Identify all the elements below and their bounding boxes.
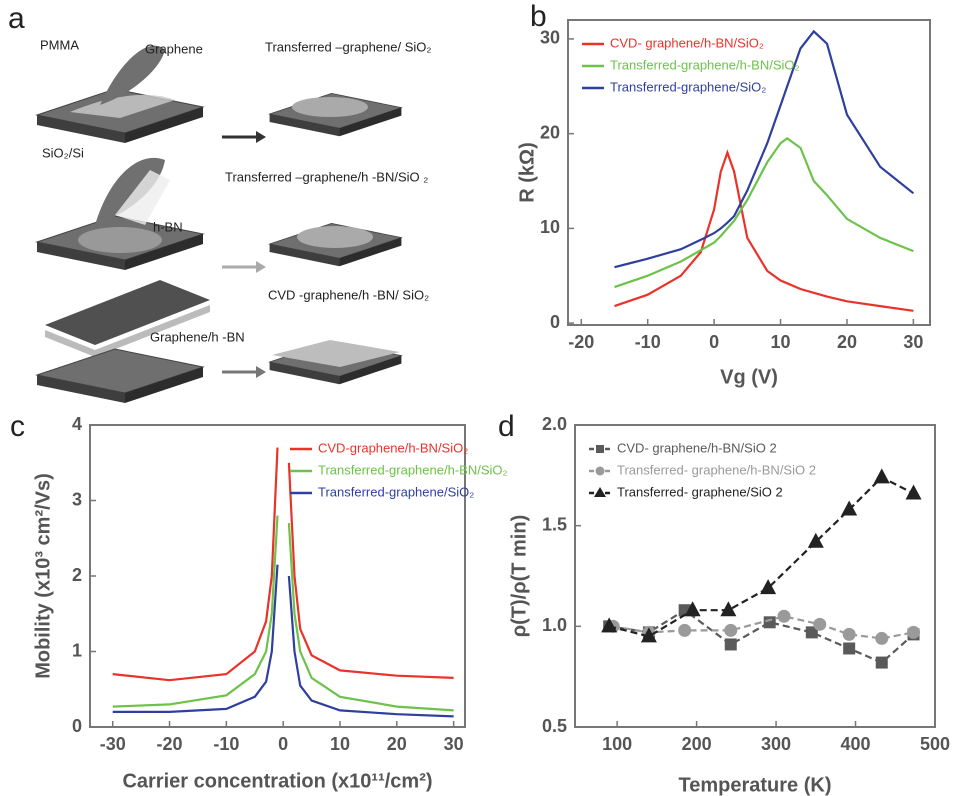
marker xyxy=(906,484,922,499)
marker xyxy=(678,624,691,637)
label: Graphene xyxy=(145,41,203,56)
x-tick-label: 10 xyxy=(771,332,791,352)
label: PMMA xyxy=(40,37,79,52)
y-tick-label: 1.5 xyxy=(542,514,567,534)
x-tick-label: 20 xyxy=(387,734,407,754)
legend-marker xyxy=(596,467,605,476)
x-axis-label: Carrier concentration (x10¹¹/cm²) xyxy=(122,770,432,792)
legend-marker xyxy=(596,445,604,453)
x-tick-label: 10 xyxy=(330,734,350,754)
marker xyxy=(841,501,857,516)
x-tick-label: -30 xyxy=(100,734,126,754)
legend-label: Transferred- graphene/SiO 2 xyxy=(617,484,783,499)
y-axis-label: R (kΩ) xyxy=(516,142,538,202)
marker xyxy=(876,657,888,669)
y-tick-label: 2.0 xyxy=(542,414,567,434)
y-tick-label: 4 xyxy=(72,414,82,434)
substrate xyxy=(37,349,203,403)
legend-label: CVD-graphene/h-BN/SiO₂ xyxy=(318,440,468,455)
marker xyxy=(875,632,888,645)
x-tick-label: 200 xyxy=(682,734,712,754)
series-line xyxy=(113,448,454,681)
x-tick-label: 100 xyxy=(602,734,632,754)
y-tick-label: 1 xyxy=(72,640,82,660)
label: SiO₂/Si xyxy=(42,145,84,160)
panel-label: d xyxy=(498,410,515,443)
series-line xyxy=(113,565,454,717)
label: Transferred –graphene/ SiO₂ xyxy=(265,39,431,54)
marker xyxy=(813,618,826,631)
h-bn xyxy=(78,227,162,253)
y-tick-label: 20 xyxy=(540,122,560,142)
x-tick-label: 0 xyxy=(278,734,288,754)
legend-label: Transferred-graphene/SiO₂ xyxy=(318,484,474,499)
legend-label: Transferred-graphene/h-BN/SiO₂ xyxy=(610,57,800,72)
figure: a PMMA Graphene SiO₂/Si Transferred –gra… xyxy=(0,0,972,796)
y-tick-label: 0 xyxy=(550,312,560,332)
chart: c -30 -20 -10 0 10 20 30 0 1 2 3 4 Carrier concentrat… xyxy=(10,410,508,792)
x-tick-label: 30 xyxy=(903,332,923,352)
arrow-head xyxy=(256,366,266,378)
y-tick-label: 2 xyxy=(72,565,82,585)
marker xyxy=(907,626,920,639)
arrow-head xyxy=(256,131,266,143)
x-tick-label: -20 xyxy=(157,734,183,754)
label: CVD -graphene/h -BN/ SiO₂ xyxy=(268,287,429,302)
graphene xyxy=(292,97,368,117)
legend-marker xyxy=(594,487,606,497)
y-tick-label: 1.0 xyxy=(542,615,567,635)
x-tick-label: -20 xyxy=(568,332,594,352)
x-tick-label: -10 xyxy=(213,734,239,754)
marker xyxy=(725,638,737,650)
x-tick-label: 300 xyxy=(761,734,791,754)
label: Transferred –graphene/h -BN/SiO ₂ xyxy=(225,169,428,184)
y-tick-label: 10 xyxy=(540,217,560,237)
legend-label: Transferred-graphene/h-BN/SiO₂ xyxy=(318,462,508,477)
y-axis-label: ρ(T)/ρ(T min) xyxy=(508,515,530,638)
legend-label: Transferred- graphene/h-BN/SiO 2 xyxy=(617,462,816,477)
graphene xyxy=(297,226,373,248)
x-axis-label: Temperature (K) xyxy=(679,774,832,796)
y-tick-label: 0.5 xyxy=(542,716,567,736)
marker xyxy=(843,642,855,654)
y-tick-label: 30 xyxy=(540,28,560,48)
x-tick-label: 400 xyxy=(841,734,871,754)
panel-label: c xyxy=(10,410,25,443)
y-tick-label: 3 xyxy=(72,489,82,509)
x-axis-label: Vg (V) xyxy=(720,366,778,388)
marker xyxy=(874,468,890,483)
label: h-BN xyxy=(153,219,183,234)
marker xyxy=(724,624,737,637)
legend-label: Transferred-graphene/SiO₂ xyxy=(610,79,766,94)
x-tick-label: 30 xyxy=(444,734,464,754)
x-tick-label: 500 xyxy=(920,734,950,754)
y-tick-label: 0 xyxy=(72,716,82,736)
arrow-head xyxy=(256,261,266,273)
marker xyxy=(764,616,776,628)
chart: d 100 200 300 400 500 0.5 1.0 1.5 2.0 Temperature … xyxy=(498,410,950,796)
legend-label: CVD- graphene/h-BN/SiO₂ xyxy=(610,35,764,50)
panel-label: a xyxy=(8,2,25,35)
marker xyxy=(843,628,856,641)
x-tick-label: 20 xyxy=(837,332,857,352)
series-line xyxy=(113,516,454,711)
legend-label: CVD- graphene/h-BN/SiO 2 xyxy=(617,440,777,455)
panel-a: a PMMA Graphene SiO₂/Si Transferred –gra… xyxy=(8,2,431,403)
marker xyxy=(720,601,736,616)
x-tick-label: -10 xyxy=(635,332,661,352)
label: Graphene/h -BN xyxy=(150,329,245,344)
y-axis-label: Mobility (x10³ cm²/Vs) xyxy=(32,473,54,679)
x-tick-label: 0 xyxy=(709,332,719,352)
series-line xyxy=(609,477,913,636)
marker xyxy=(778,610,791,623)
